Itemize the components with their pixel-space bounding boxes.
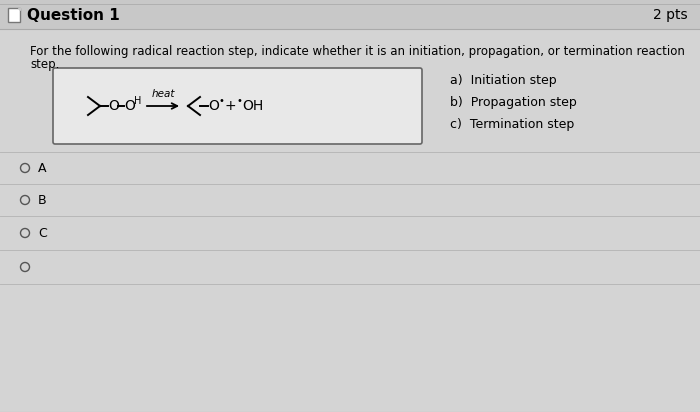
- Circle shape: [20, 262, 29, 272]
- Text: B: B: [38, 194, 47, 206]
- FancyBboxPatch shape: [0, 29, 700, 412]
- Text: Question 1: Question 1: [27, 7, 120, 23]
- Text: O: O: [124, 99, 135, 113]
- Text: C: C: [38, 227, 47, 239]
- Text: step.: step.: [30, 58, 60, 71]
- Text: c)  Termination step: c) Termination step: [450, 118, 574, 131]
- Text: 2 pts: 2 pts: [653, 8, 688, 22]
- Text: For the following radical reaction step, indicate whether it is an initiation, p: For the following radical reaction step,…: [30, 45, 685, 58]
- Circle shape: [20, 196, 29, 204]
- Text: O: O: [108, 99, 119, 113]
- FancyBboxPatch shape: [8, 8, 20, 22]
- Circle shape: [20, 164, 29, 173]
- Text: H: H: [134, 96, 141, 106]
- Text: a)  Initiation step: a) Initiation step: [450, 74, 556, 87]
- Text: O: O: [208, 99, 219, 113]
- Text: •: •: [236, 96, 242, 106]
- Text: •: •: [218, 96, 224, 106]
- Text: +: +: [224, 99, 236, 113]
- Text: heat: heat: [151, 89, 175, 99]
- Polygon shape: [18, 8, 20, 10]
- Text: OH: OH: [242, 99, 263, 113]
- Circle shape: [20, 229, 29, 237]
- FancyBboxPatch shape: [53, 68, 422, 144]
- Text: b)  Propagation step: b) Propagation step: [450, 96, 577, 109]
- Text: A: A: [38, 162, 46, 175]
